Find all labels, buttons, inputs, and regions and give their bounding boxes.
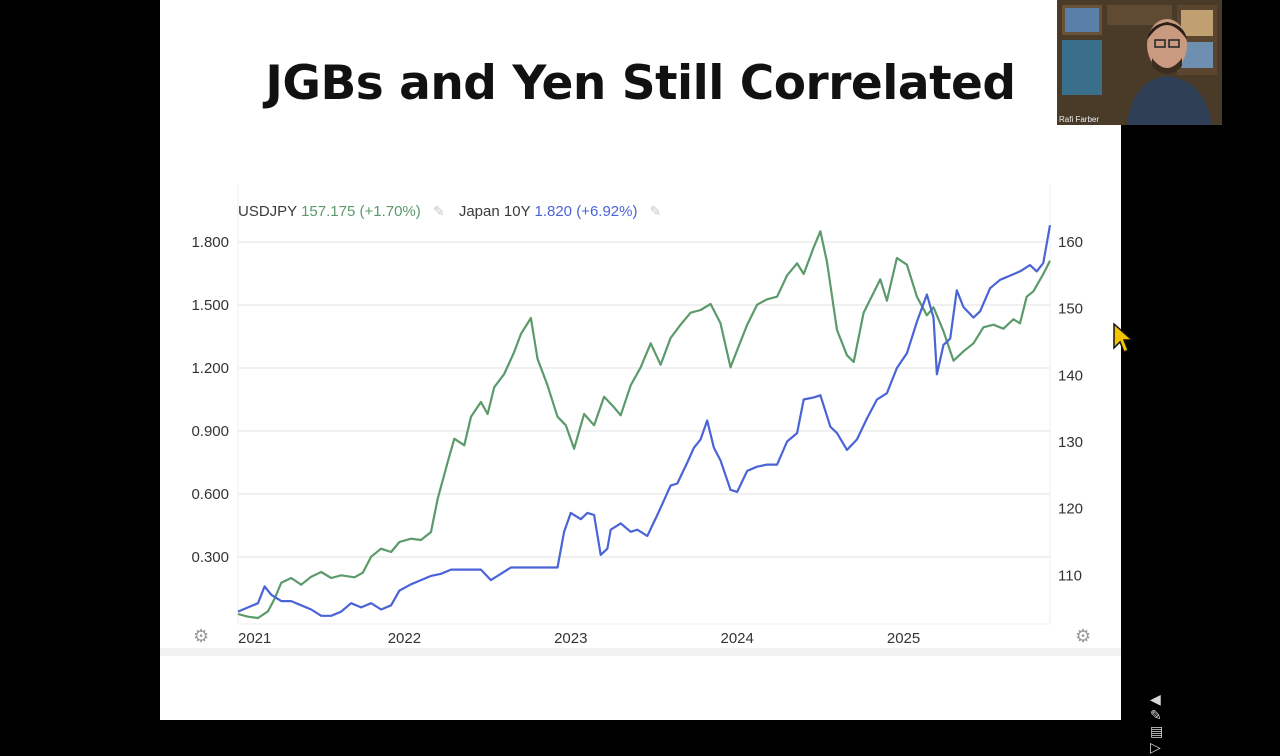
y-left-tick-label: 0.900 <box>191 423 229 440</box>
slide-controls[interactable]: ◀ ✎ ▤ ▷ <box>1150 692 1174 756</box>
slide: JGBs and Yen Still Correlated USDJPY 157… <box>160 0 1163 756</box>
chart-bottom-bar <box>160 648 1121 656</box>
y-right-tick-label: 140 <box>1058 367 1083 384</box>
x-tick-label: 2024 <box>720 630 753 647</box>
legend-usdjpy-value: 157.175 (+1.70%) <box>301 203 421 220</box>
legend-jgb-value: 1.820 (+6.92%) <box>534 203 638 220</box>
y-left-tick-label: 0.300 <box>191 549 229 566</box>
settings-gear-icon-left[interactable]: ⚙ <box>193 626 210 647</box>
y-right-tick-label: 130 <box>1058 434 1083 451</box>
y-left-tick-label: 0.600 <box>191 486 229 503</box>
y-axis-right: 160 150 140 130 120 110 <box>1058 234 1083 584</box>
chart-legend: USDJPY 157.175 (+1.70%) ✎ Japan 10Y 1.82… <box>238 203 671 220</box>
y-right-tick-label: 150 <box>1058 301 1083 318</box>
x-tick-label: 2021 <box>238 630 271 647</box>
chart-container: USDJPY 157.175 (+1.70%) ✎ Japan 10Y 1.82… <box>160 0 1134 720</box>
y-right-tick-label: 160 <box>1058 234 1083 251</box>
mouse-cursor-icon <box>1113 322 1134 354</box>
y-axis-left: 1.800 1.500 1.200 0.900 0.600 0.300 <box>191 234 229 566</box>
webcam-overlay: Rafi Farber <box>1057 0 1222 125</box>
y-left-tick-label: 1.500 <box>191 297 229 314</box>
edit-jgb-icon[interactable]: ✎ <box>649 203 662 219</box>
settings-gear-icon-right[interactable]: ⚙ <box>1075 626 1092 647</box>
y-left-tick-label: 1.800 <box>191 234 229 251</box>
webcam-person-image <box>1057 0 1222 125</box>
y-right-tick-label: 110 <box>1058 567 1082 584</box>
series-line-japan-10y <box>237 225 1052 617</box>
slide-title: JGBs and Yen Still Correlated <box>265 56 1016 111</box>
chart-grid <box>237 185 1051 625</box>
legend-usdjpy-name: USDJPY <box>238 203 297 220</box>
series-lines <box>237 225 1052 620</box>
webcam-name-label: Rafi Farber <box>1059 115 1100 124</box>
x-tick-label: 2025 <box>887 630 920 647</box>
line-chart: 1.800 1.500 1.200 0.900 0.600 0.300 160 150 140… <box>191 185 1083 647</box>
y-left-tick-label: 1.200 <box>191 360 229 377</box>
y-right-tick-label: 120 <box>1058 501 1083 518</box>
x-tick-label: 2022 <box>388 630 421 647</box>
x-tick-label: 2023 <box>554 630 587 647</box>
series-line-usdjpy <box>237 230 1051 620</box>
edit-usdjpy-icon[interactable]: ✎ <box>432 203 445 219</box>
legend-jgb-name: Japan 10Y <box>458 203 531 220</box>
x-axis: 2021 2022 2023 2024 2025 <box>238 630 920 647</box>
